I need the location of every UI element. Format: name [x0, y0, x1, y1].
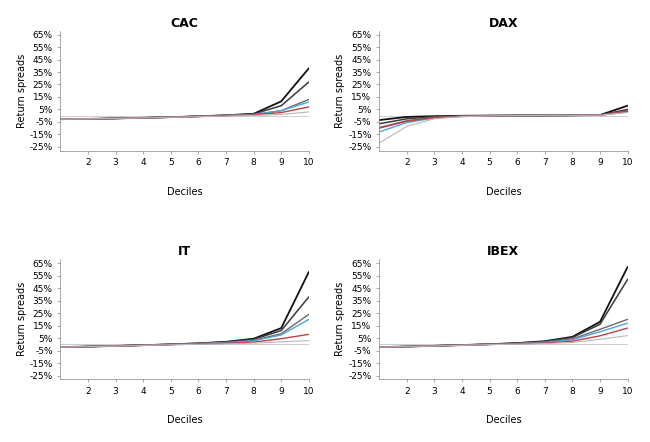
Title: IT: IT: [178, 245, 191, 258]
X-axis label: Deciles: Deciles: [167, 415, 202, 425]
Y-axis label: Return spreads: Return spreads: [335, 53, 345, 128]
Y-axis label: Return spreads: Return spreads: [335, 282, 345, 357]
Title: CAC: CAC: [171, 17, 199, 30]
X-axis label: Deciles: Deciles: [486, 415, 521, 425]
X-axis label: Deciles: Deciles: [167, 187, 202, 197]
X-axis label: Deciles: Deciles: [486, 187, 521, 197]
Y-axis label: Return spreads: Return spreads: [17, 282, 27, 357]
Title: IBEX: IBEX: [488, 245, 519, 258]
Y-axis label: Return spreads: Return spreads: [17, 53, 27, 128]
Title: DAX: DAX: [489, 17, 518, 30]
